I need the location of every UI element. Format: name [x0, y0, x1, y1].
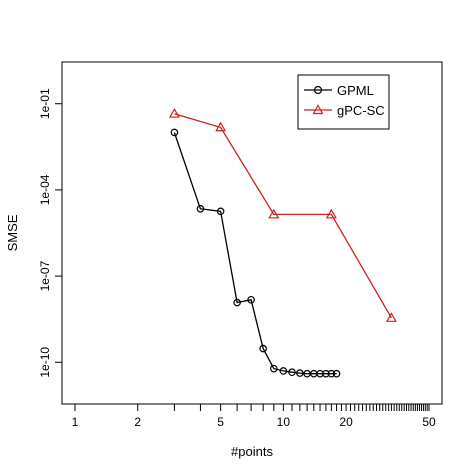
x-axis: 1 2 5 10 20 50	[72, 404, 436, 429]
x-axis-label: #points	[231, 444, 273, 459]
data-point-gpml	[233, 298, 241, 307]
data-point-gpc-sc	[215, 121, 227, 132]
legend-marker-gpml	[313, 85, 323, 95]
x-tick-label: 10	[277, 415, 291, 429]
series-layer	[168, 107, 397, 378]
legend-label-gpml: GPML	[337, 83, 374, 98]
data-point-gpml	[327, 369, 336, 378]
legend-marker-gpc-sc	[312, 104, 324, 115]
y-axis-label: SMSE	[5, 214, 20, 251]
data-point-gpml	[259, 344, 267, 353]
data-point-gpml	[332, 369, 341, 378]
x-tick-label: 5	[217, 415, 224, 429]
y-tick-label: 1e-10	[38, 347, 52, 378]
y-tick-label: 1e-04	[38, 174, 52, 205]
x-tick-label: 1	[72, 415, 79, 429]
legend: GPML gPC-SC	[297, 74, 390, 130]
plot-frame	[61, 61, 443, 405]
x-tick-label: 2	[134, 415, 141, 429]
y-tick-label: 1e-07	[38, 260, 52, 291]
data-point-gpml	[279, 367, 288, 375]
data-point-gpml	[296, 369, 304, 377]
data-point-gpml	[270, 364, 278, 373]
legend-box	[297, 74, 390, 130]
legend-label-gpc-sc: gPC-SC	[337, 103, 385, 118]
data-point-gpml	[216, 207, 225, 216]
data-point-gpml	[247, 295, 255, 304]
series-line-gpc-sc	[174, 113, 392, 319]
data-point-gpc-sc	[325, 208, 337, 219]
data-point-gpml	[170, 128, 179, 137]
y-axis: 1e-10 1e-07 1e-04 1e-01	[38, 88, 62, 378]
data-point-gpml	[322, 369, 330, 378]
data-point-gpml	[196, 204, 205, 213]
data-point-gpml	[288, 368, 296, 377]
x-tick-label: 50	[422, 415, 436, 429]
data-point-gpc-sc	[385, 312, 397, 322]
x-tick-label: 20	[339, 415, 353, 429]
data-point-gpc-sc	[268, 208, 280, 219]
y-tick-label: 1e-01	[38, 88, 52, 119]
data-point-gpc-sc	[168, 107, 180, 118]
series-line-gpml	[173, 132, 337, 375]
